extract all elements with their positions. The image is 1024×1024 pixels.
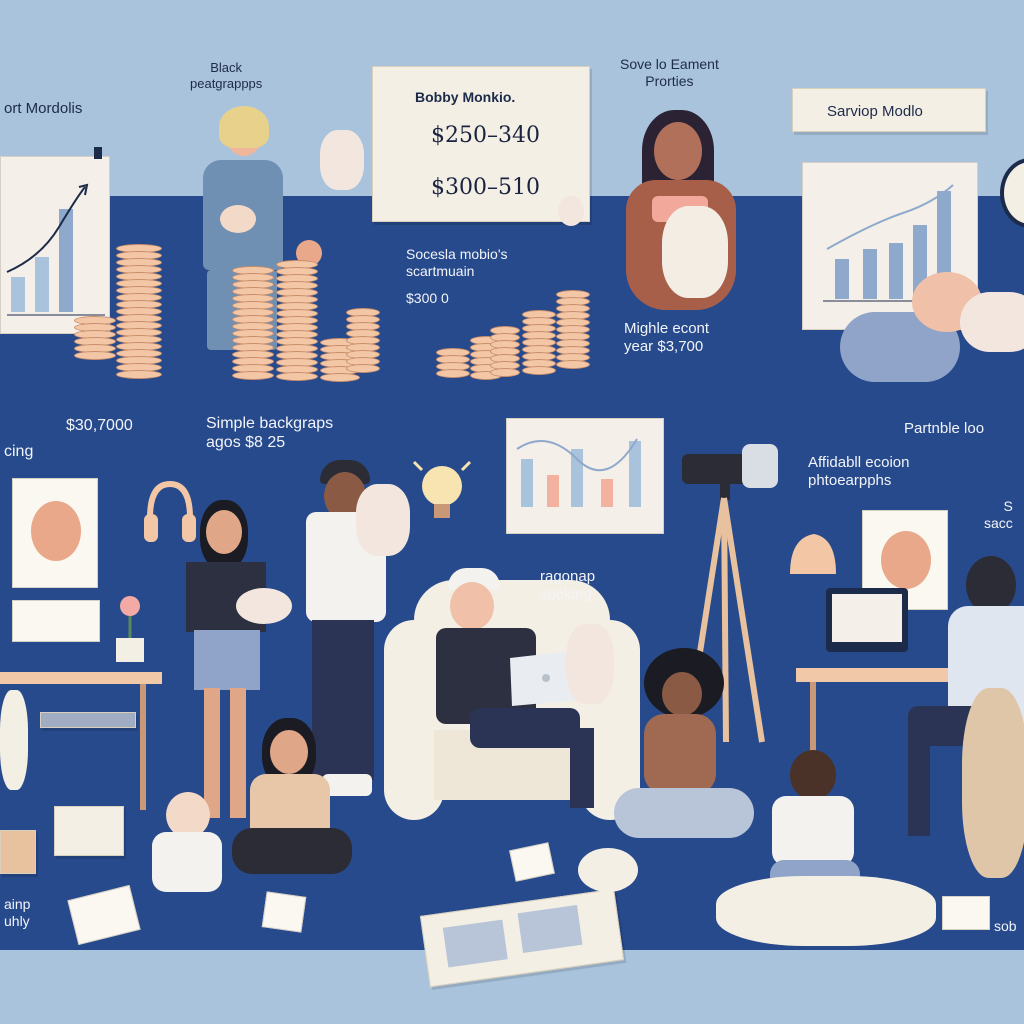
price-card: Bobby Monkio. $250–340 $300–510 — [372, 66, 590, 222]
mother-kneeling — [232, 718, 362, 878]
label-startup-model: Sarviop Modlo — [827, 103, 923, 120]
supply-box — [54, 806, 124, 856]
label-price-30000: $30,7000 — [66, 417, 133, 434]
baby-held-standing — [236, 588, 292, 624]
scattered-photo-4 — [942, 896, 990, 930]
label-shop-bottom: ainp uhly — [4, 896, 31, 929]
coin-stack-7 — [436, 348, 470, 378]
startup-model-sign: Sarviop Modlo — [792, 88, 986, 132]
baby-on-chair — [566, 624, 614, 704]
flower-icon — [116, 596, 144, 662]
desk-left — [0, 672, 162, 684]
coin-stack-6 — [346, 308, 380, 373]
laptop-icon[interactable] — [500, 648, 590, 716]
small-baby-card — [558, 196, 584, 226]
fluffy-rug — [716, 876, 936, 946]
bar-chart-center — [516, 438, 641, 507]
desk-right — [796, 668, 956, 682]
scattered-photo-2 — [261, 891, 307, 933]
growth-chart-left — [6, 183, 105, 316]
coin-stack-2 — [116, 244, 162, 379]
label-middle-account: Mighle econt year $3,700 — [624, 320, 710, 355]
label-social-media: Socesla mobio's scartmuain — [406, 246, 508, 279]
coin-stack-9 — [490, 326, 520, 377]
label-social-price: $300 0 — [406, 290, 449, 306]
label-rapgap-booking: ragonap sooking — [540, 568, 596, 603]
lightbulb-icon — [412, 460, 472, 518]
label-sob: sob — [994, 918, 1017, 934]
mother-sitting-floor — [614, 648, 764, 848]
label-portable-tools: Partnble loo — [904, 420, 985, 437]
father-laptop — [430, 568, 594, 808]
framed-baby-photo-left — [12, 478, 98, 588]
label-top-left: ort Mordolis — [4, 100, 83, 117]
lamp-icon — [790, 534, 836, 574]
price-card-title: Bobby Monkio. — [415, 89, 516, 105]
shelf — [40, 712, 136, 728]
baby-left-edge — [0, 690, 28, 790]
coin-stack-8 — [470, 336, 502, 380]
chart-board-left — [0, 156, 110, 334]
chart-board-center — [506, 418, 664, 534]
label-sove-element: Sove lo Eament Prorties — [620, 56, 719, 89]
sleeping-parent — [840, 272, 1024, 392]
coin-stack-11 — [556, 290, 590, 369]
mother-standing-baby — [180, 500, 270, 840]
baby-held-father — [356, 484, 410, 556]
coin-stack-1 — [74, 316, 116, 360]
label-simple-backdrops: Simple backgraps agos $8 25 — [206, 415, 334, 452]
coin-stack-10 — [522, 310, 556, 375]
teddy-bear — [962, 688, 1024, 878]
photo-strip — [12, 600, 100, 642]
fluffy-rug-small — [578, 848, 638, 892]
label-ring: cing — [4, 443, 34, 460]
clip-icon — [94, 147, 102, 159]
baby-in-blanket — [662, 206, 728, 298]
label-black-backgrounds: Black peatgrappps — [190, 60, 263, 91]
toddler-sitting — [146, 792, 256, 922]
label-side-sacc: S sacc — [984, 498, 1013, 531]
headphones-icon — [144, 480, 196, 542]
baby-in-arms — [220, 205, 256, 233]
label-affordable-session: Affidabll ecoion phtoearpphs — [808, 454, 910, 489]
monitor[interactable] — [826, 588, 908, 652]
supply-box-small — [0, 830, 36, 874]
coin-stack-4 — [276, 260, 318, 381]
price-range-1: $250–340 — [431, 123, 540, 148]
coin-stack-3 — [232, 266, 274, 380]
desk-leg — [140, 684, 146, 810]
baby-held-up — [320, 130, 364, 190]
price-range-2: $300–510 — [431, 175, 540, 200]
